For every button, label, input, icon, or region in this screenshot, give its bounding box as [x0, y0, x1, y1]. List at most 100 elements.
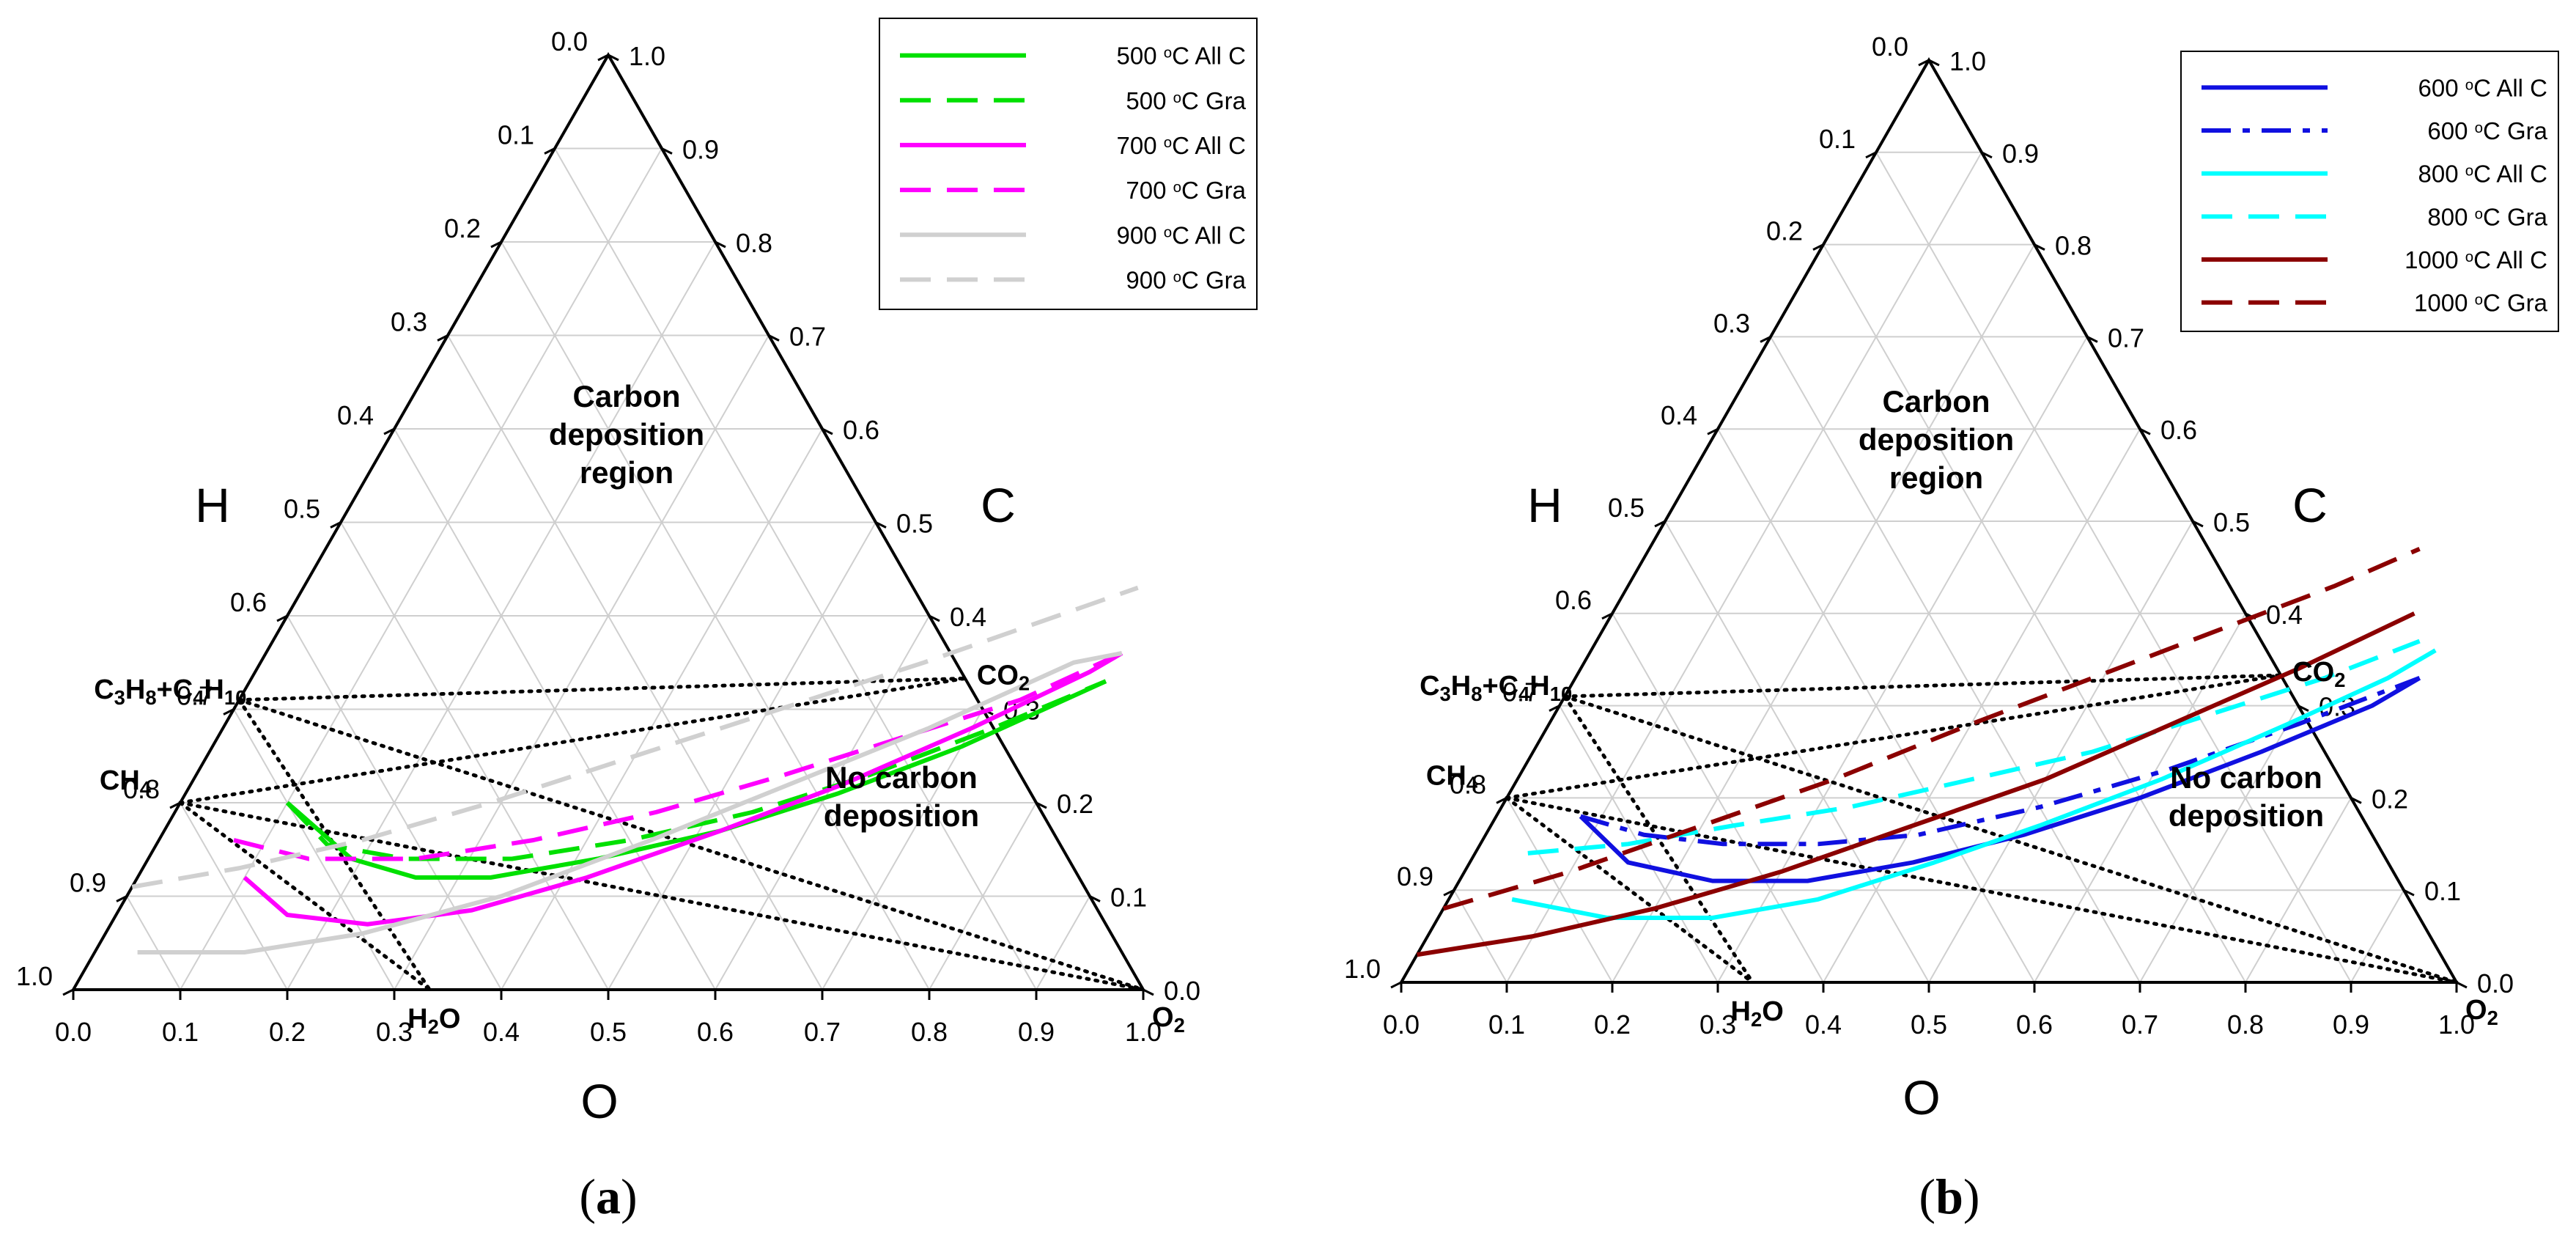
tick-label-c: 0.9: [682, 135, 719, 165]
species-label-ch4: CH4: [1426, 760, 1478, 795]
tick-label-o: 0.1: [162, 1017, 199, 1047]
legend: 600 oC All C 600 oC Gra 800 oC All C 800 oC…: [2180, 51, 2559, 332]
legend-entry: 500 oC Gra: [1126, 87, 1246, 114]
region-label-no-carbon: No carbon: [825, 760, 978, 795]
panel-label: (a): [579, 1169, 637, 1224]
grid-line-h: [554, 148, 1037, 990]
species-labels: C3H8+C4H10 CH4 H2O CO2 O2: [1420, 657, 2498, 1031]
axis-title-o: O: [580, 1074, 618, 1128]
legend-entry: 900 oC Gra: [1126, 266, 1246, 293]
reaction-line: [1505, 795, 2459, 985]
legend-entry: 900 oC All C: [1117, 221, 1246, 249]
grid-line-o: [2350, 889, 2405, 983]
tick-mark-h: [437, 334, 449, 342]
tick-label-o: 0.3: [1700, 1009, 1736, 1040]
tick-mark-h: [1707, 427, 1719, 435]
tick-mark-h: [1390, 981, 1402, 989]
tick-mark-h: [62, 988, 74, 996]
grid-line-h: [1770, 336, 2141, 983]
tick-label-c: 0.2: [1057, 789, 1093, 819]
legend-entry: 500 oC All C: [1117, 43, 1246, 70]
tick-mark-h: [169, 801, 181, 809]
reaction-line: [1562, 694, 1755, 985]
tick-label-c: 0.8: [736, 228, 772, 258]
tick-label-h: 0.9: [1397, 861, 1433, 891]
grid-line-o: [822, 709, 983, 990]
tick-mark-h: [544, 147, 556, 155]
series-line: [243, 651, 1123, 927]
tick-label-h: 0.9: [70, 868, 106, 898]
ternary-grid: [126, 147, 1090, 990]
tick-mark-c: [2192, 520, 2204, 528]
tick-label-o: 0.2: [1594, 1009, 1631, 1040]
tick-label-o: 0.0: [1383, 1009, 1420, 1040]
tick-mark-h: [1812, 243, 1824, 251]
tick-label-c: 0.6: [843, 415, 879, 445]
tick-label-c: 0.1: [1110, 883, 1147, 913]
tick-mark-c: [2298, 705, 2309, 712]
panel-a: 0.00.00.00.10.10.10.20.20.20.30.30.30.40…: [16, 18, 1258, 1224]
tick-mark-c: [929, 614, 940, 622]
tick-mark-c: [2403, 889, 2415, 897]
tick-mark-h: [116, 895, 128, 902]
species-label-co2: CO2: [2292, 657, 2345, 691]
grid-line-h: [233, 709, 395, 990]
legend-entry: 1000 oC All C: [2405, 246, 2547, 273]
reaction-line: [1562, 673, 2283, 699]
reaction-lines: [178, 676, 1145, 992]
grid-line-o: [1036, 896, 1090, 990]
grid-line-h: [1612, 613, 1824, 983]
grid-line-o: [1717, 336, 2088, 983]
grid-line-h: [1453, 889, 1507, 983]
tick-label-c: 0.7: [2108, 323, 2144, 353]
tick-mark-h: [223, 708, 235, 716]
tick-mark-h: [276, 614, 288, 622]
axis-title-o: O: [1903, 1070, 1940, 1125]
species-labels: C3H8+C4H10 CH4 H2O CO2 O2: [94, 660, 1185, 1038]
tick-label-o: 0.3: [376, 1017, 413, 1047]
tick-label-h: 0.0: [1872, 32, 1908, 62]
tick-label-c: 0.5: [896, 509, 933, 539]
grid-line-o: [180, 148, 663, 990]
tick-label-o: 0.9: [2333, 1009, 2369, 1040]
panel-label: (b): [1919, 1169, 1979, 1224]
reaction-line: [178, 801, 432, 992]
legend-box: [879, 18, 1258, 310]
tick-label-o: 1.0: [2438, 1009, 2475, 1040]
tick-label-o: 0.2: [269, 1017, 306, 1047]
tick-label-h: 0.2: [1766, 216, 1803, 246]
series-curves: [1417, 546, 2437, 957]
region-label-carbon-deposition: region: [580, 455, 673, 490]
tick-label-o: 0.6: [2016, 1009, 2053, 1040]
region-label-no-carbon: deposition: [824, 798, 979, 833]
series-line: [1442, 546, 2421, 911]
tick-label-h: 0.6: [1555, 585, 1592, 615]
tick-mark-h: [383, 427, 395, 435]
region-label-carbon-deposition: Carbon: [1883, 384, 1990, 419]
legend-entry: 600 oC Gra: [2427, 117, 2547, 144]
reaction-line: [1505, 673, 2283, 800]
tick-label-h: 1.0: [16, 961, 53, 991]
tick-label-o: 0.4: [483, 1017, 520, 1047]
legend-entry: 600 oC All C: [2418, 74, 2547, 101]
tick-label-c: 0.0: [1164, 976, 1200, 1006]
tick-label-h: 1.0: [1344, 954, 1381, 984]
tick-mark-c: [1089, 895, 1101, 902]
series-line: [1527, 639, 2421, 856]
tick-label-c: 0.1: [2424, 876, 2461, 906]
tick-label-o: 0.7: [2122, 1009, 2158, 1040]
region-label-carbon-deposition: region: [1889, 460, 1983, 495]
tick-label-h: 0.8: [1450, 769, 1486, 799]
tick-label-o: 0.4: [1805, 1009, 1842, 1040]
species-label-ch4: CH4: [100, 765, 152, 800]
tick-label-c: 0.2: [2372, 784, 2408, 814]
legend: 500 oC All C 500 oC Gra 700 oC All C 700 oC…: [879, 18, 1258, 310]
tick-mark-h: [597, 54, 609, 62]
tick-label-h: 0.8: [123, 774, 160, 804]
legend-box: [2180, 51, 2559, 332]
ternary-grid: [1453, 151, 2405, 983]
tick-mark-c: [1143, 988, 1154, 996]
tick-label-c: 1.0: [1949, 46, 1986, 76]
grid-line-h: [126, 896, 181, 990]
region-label-no-carbon: No carbon: [2170, 760, 2322, 795]
